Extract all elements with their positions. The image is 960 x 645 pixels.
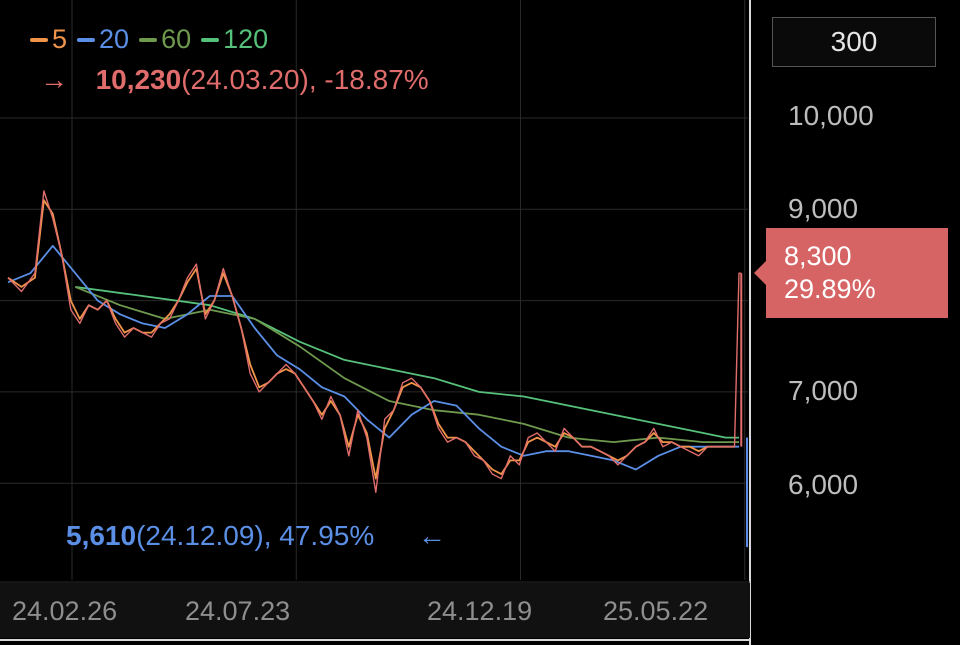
legend-item-ma20: 20 [77, 24, 129, 55]
low-value: 5,610 [66, 520, 137, 551]
low-annotation: 5,610(24.12.09), 47.95% ← [66, 520, 446, 552]
current-price: 8,300 [784, 241, 852, 271]
legend-label-ma5: 5 [52, 24, 68, 54]
high-value: 10,230 [95, 64, 182, 95]
legend-swatch-ma60 [139, 37, 158, 42]
legend-item-ma120: 120 [201, 24, 268, 55]
x-tick-label: 25.05.22 [603, 596, 709, 626]
y-tick-label: 7,000 [788, 375, 859, 406]
x-tick-label: 24.02.26 [12, 596, 118, 626]
low-change: , 47.95% [263, 520, 375, 551]
legend-label-ma60: 60 [161, 24, 192, 54]
series-layer [7, 190, 748, 548]
legend-label-ma20: 20 [99, 24, 130, 54]
current-change: 29.89% [784, 274, 876, 304]
legend: 5 20 60 120 [30, 24, 268, 55]
current-price-tag: 8,300 29.89% [754, 228, 948, 318]
grid-lines [0, 0, 751, 645]
y-tick-label: 10,000 [788, 100, 874, 131]
x-tick-label: 24.07.23 [185, 596, 291, 626]
low-date: (24.12.09) [136, 520, 264, 551]
legend-swatch-ma5 [30, 37, 48, 42]
high-change: , -18.87% [308, 64, 429, 95]
legend-item-ma60: 60 [139, 24, 191, 55]
x-tick-label: 24.12.19 [427, 596, 533, 626]
low-arrow-icon: ← [417, 520, 446, 551]
x-axis-band [0, 583, 750, 638]
series-line-price [7, 190, 742, 493]
legend-swatch-ma20 [77, 37, 96, 42]
legend-label-ma120: 120 [223, 24, 269, 54]
y-tick-label: 9,000 [788, 193, 859, 224]
range-button[interactable]: 300 [772, 17, 936, 67]
high-annotation: → 10,230(24.03.20), -18.87% [40, 64, 429, 96]
series-line-20 [7, 244, 739, 471]
high-date: (24.03.20) [181, 64, 309, 95]
legend-swatch-ma120 [201, 37, 220, 42]
high-arrow-icon: → [40, 64, 68, 95]
legend-item-ma5: 5 [30, 24, 67, 55]
y-tick-label: 6,000 [788, 469, 859, 500]
series-line-120 [75, 286, 739, 439]
